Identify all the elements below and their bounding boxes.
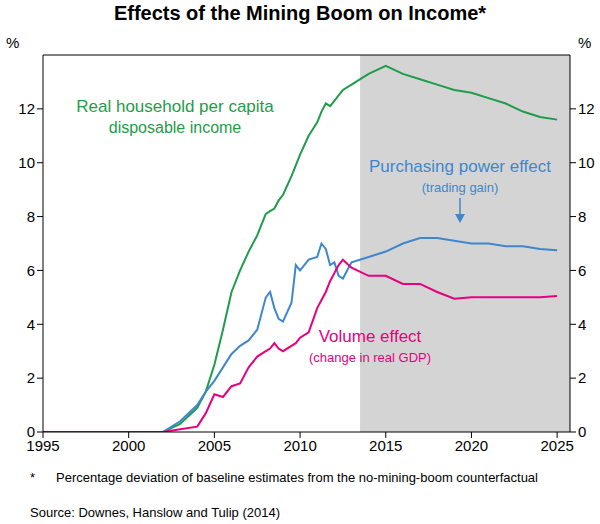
svg-text:8: 8 [27,208,35,225]
svg-text:4: 4 [27,316,35,333]
svg-text:2: 2 [27,369,35,386]
svg-text:2010: 2010 [283,437,316,454]
svg-text:6: 6 [27,262,35,279]
svg-text:2000: 2000 [112,437,145,454]
svg-text:2020: 2020 [455,437,488,454]
svg-text:12: 12 [578,100,592,117]
html-text:Real household per capita: Real household per capita [76,97,274,116]
svg-text:10: 10 [578,154,592,171]
svg-text:1995: 1995 [26,436,60,454]
svg-text:6: 6 [578,262,586,279]
svg-text:10: 10 [18,154,35,171]
svg-text:2: 2 [578,369,586,386]
html-text:Effects of the Mining Boom on: Effects of the Mining Boom on Income* [113,2,487,24]
svg-text:2015: 2015 [369,437,402,454]
svg-text:12: 12 [18,100,35,117]
html-text:Purchasing power effect: Purchasing power effect [369,157,551,176]
html-text:Percentage deviation of baseli: Percentage deviation of baseline estimat… [56,470,538,485]
html-text:Volume effect: Volume effect [318,327,422,346]
html-text:(trading gain): (trading gain) [421,180,499,195]
svg-text:0: 0 [27,423,35,440]
svg-text:0: 0 [578,423,586,440]
svg-text:8: 8 [578,208,586,225]
svg-text:2005: 2005 [198,437,231,454]
html-text:disposable income: disposable income [108,119,242,136]
html-text:Source: Downes, Hanslow and Tu: Source: Downes, Hanslow and Tulip (2014) [30,505,280,520]
svg-text:4: 4 [578,316,586,333]
html-text:(change in real GDP): (change in real GDP) [308,350,432,365]
svg-text:2025: 2025 [540,437,573,454]
